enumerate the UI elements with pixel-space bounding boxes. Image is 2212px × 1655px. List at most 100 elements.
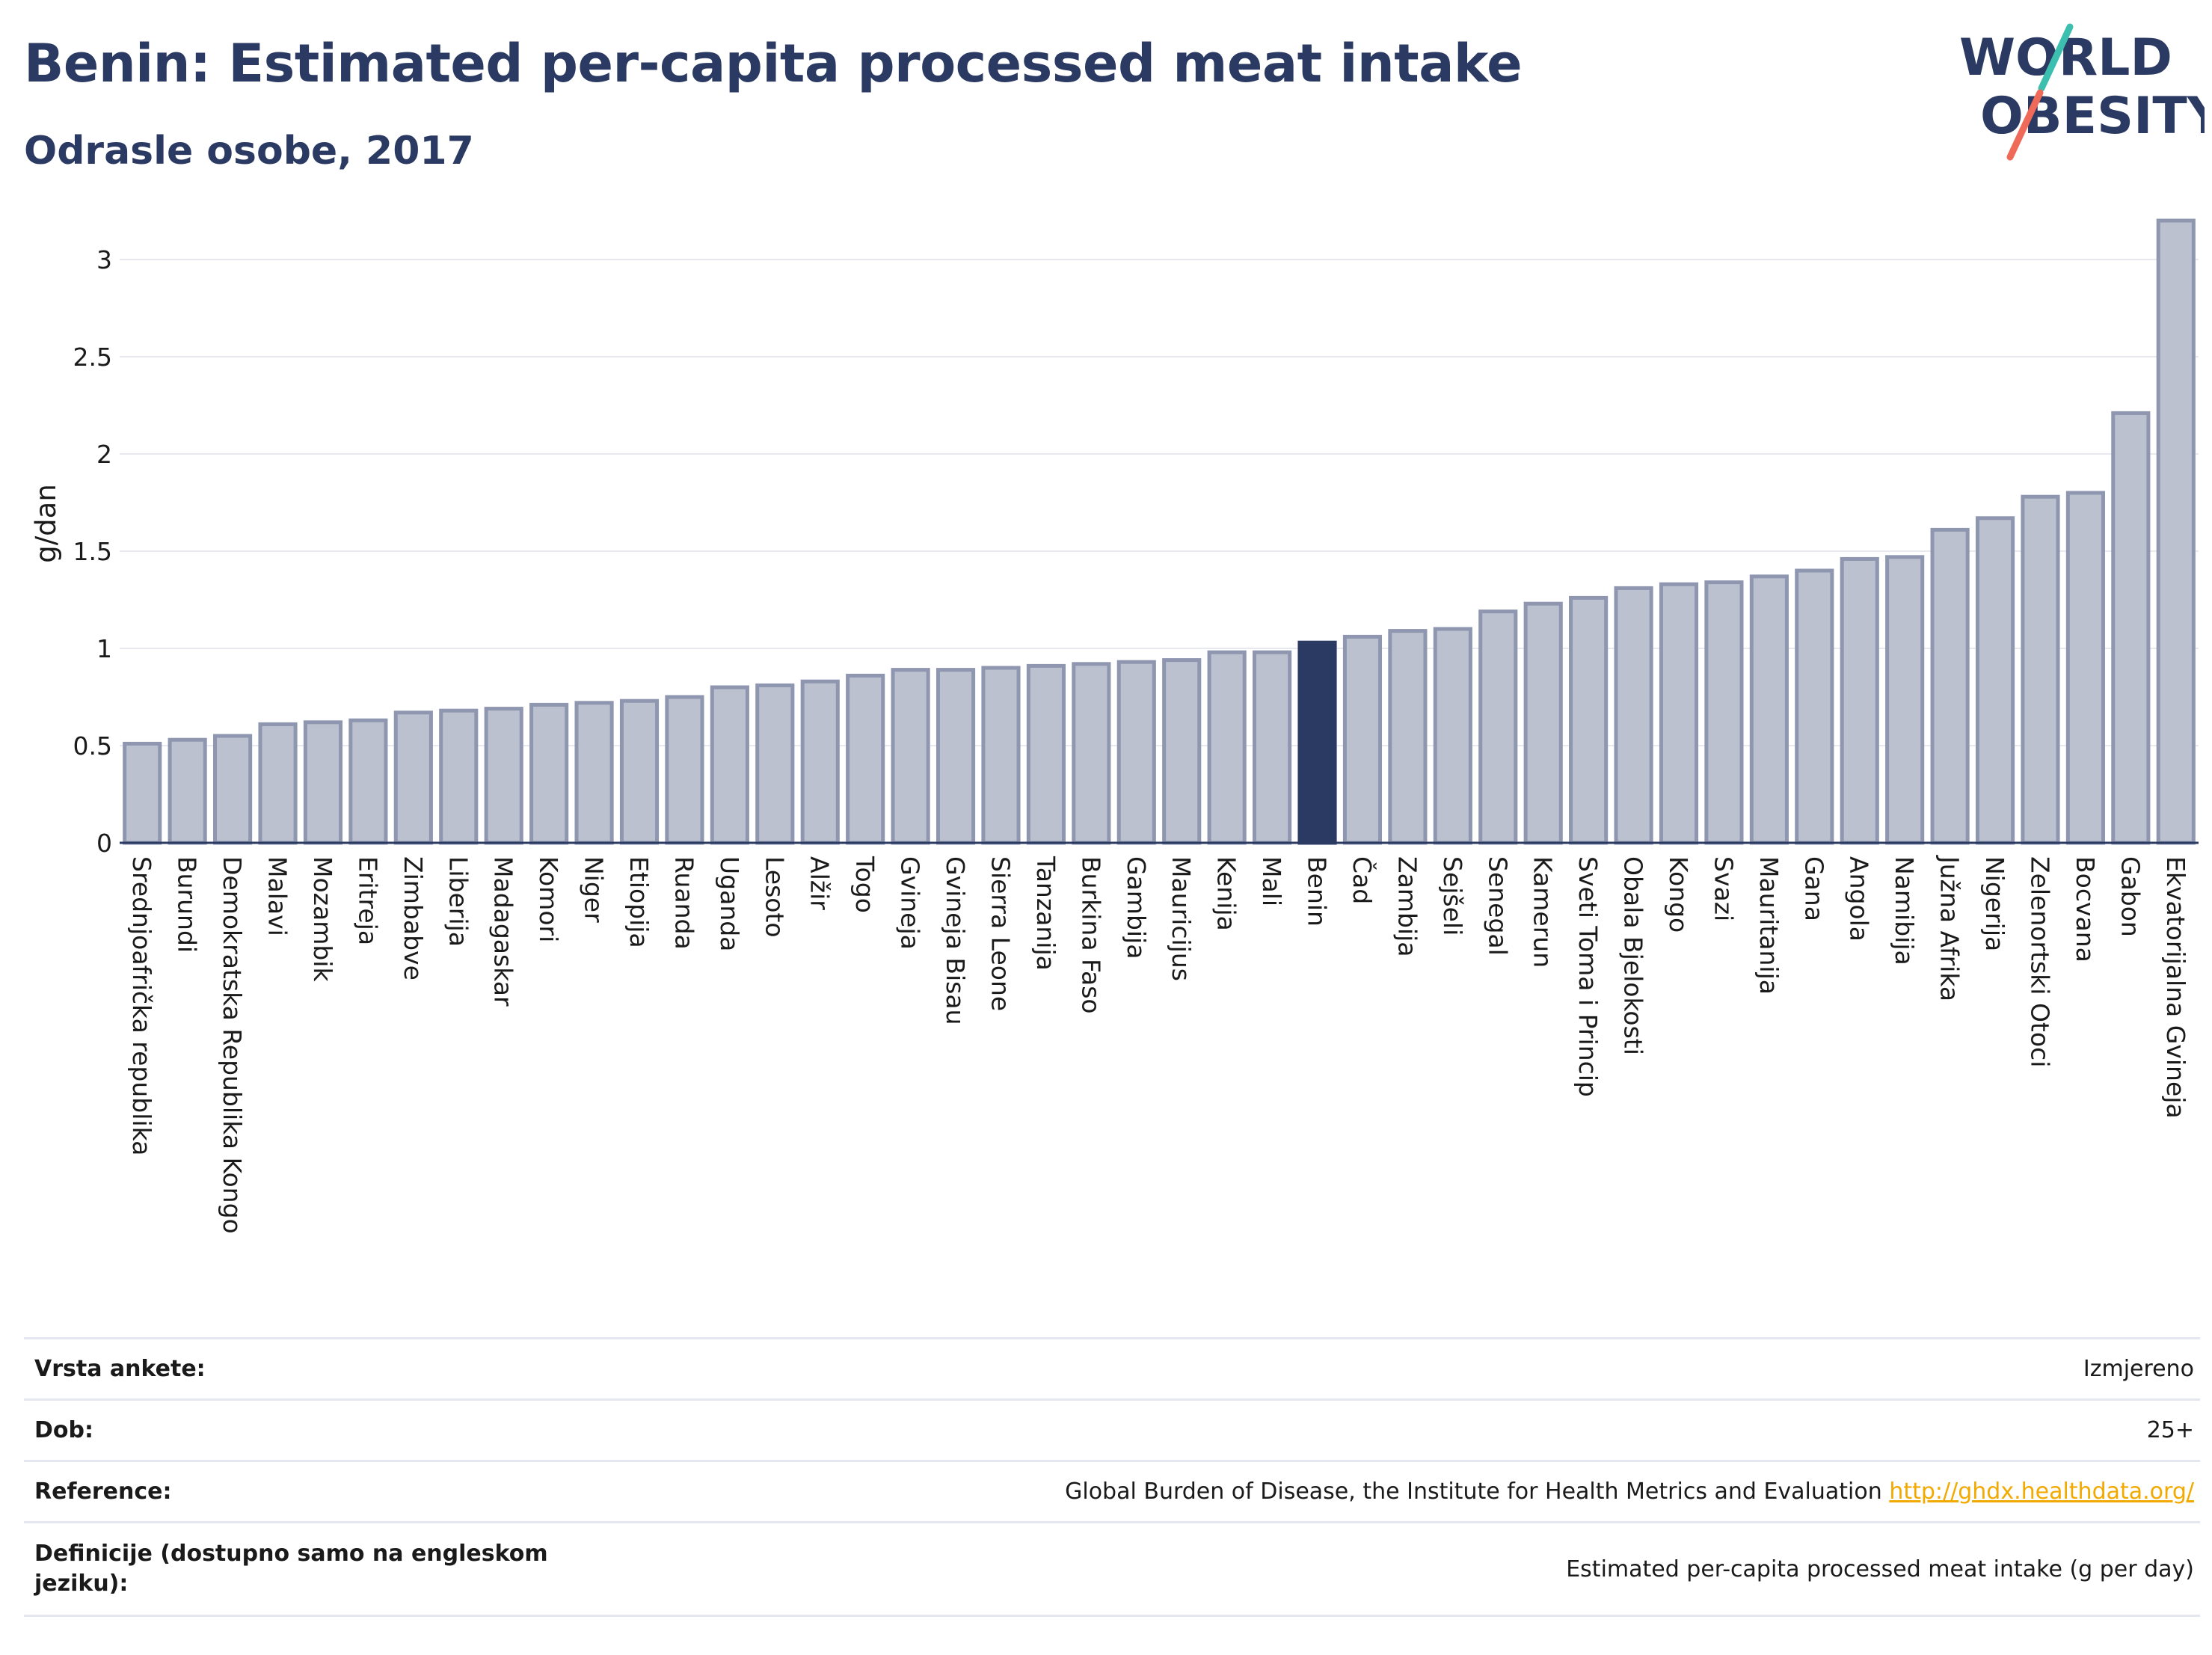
- x-tick-label: Namibija: [1890, 856, 1919, 965]
- bar-bocvana[interactable]: [2065, 491, 2105, 845]
- x-tick-label: Lesoto: [760, 856, 789, 938]
- bar-gvineja[interactable]: [891, 668, 930, 845]
- x-tick-label: Gana: [1799, 856, 1828, 921]
- bar-mauritanija[interactable]: [1749, 574, 1789, 845]
- world-obesity-logo[interactable]: WORLD OBESITY: [1958, 21, 2205, 163]
- x-tick-label: Bocvana: [2071, 856, 2100, 962]
- info-row: Vrsta ankete: Izmjereno: [24, 1337, 2200, 1398]
- y-ticks: 0 0.5 1 1.5 2 2.5 3: [73, 245, 112, 858]
- x-tick-label: Komori: [534, 856, 563, 942]
- x-tick-label: Tanzanija: [1031, 856, 1060, 971]
- x-tick-label: Obala Bjelokosti: [1619, 856, 1648, 1055]
- x-tick-label: Mauricijus: [1167, 856, 1196, 981]
- bar-kenija[interactable]: [1207, 650, 1247, 845]
- info-row: Reference: Global Burden of Disease, the …: [24, 1460, 2200, 1521]
- info-table: Vrsta ankete: Izmjereno Dob: 25+ Reference: G…: [24, 1337, 2200, 1617]
- bar-kamerun[interactable]: [1523, 601, 1563, 845]
- bar-burkina-faso[interactable]: [1072, 662, 1111, 845]
- bar-svazi[interactable]: [1704, 580, 1744, 845]
- x-tick-labels: Srednjoafrička republika Burundi Demokrats…: [127, 855, 2190, 1234]
- bar-angola[interactable]: [1840, 556, 1879, 845]
- x-tick-label: Sveti Toma i Princip: [1573, 856, 1603, 1097]
- bar-gambija[interactable]: [1116, 660, 1156, 845]
- x-tick-label: Togo: [850, 856, 879, 913]
- info-value: Global Burden of Disease, the Institute …: [1065, 1479, 2200, 1505]
- bar-nigerija[interactable]: [1975, 516, 2015, 845]
- bar-mozambik[interactable]: [303, 720, 343, 845]
- x-tick-label: Gabon: [2116, 856, 2145, 937]
- bar-gabon[interactable]: [2111, 411, 2151, 845]
- bar-obala-bjelokosti[interactable]: [1614, 586, 1653, 845]
- chart-subtitle: Odrasle osobe, 2017: [24, 129, 474, 174]
- info-value: 25+: [2147, 1417, 2200, 1443]
- x-tick-label: Sierra Leone: [986, 856, 1015, 1011]
- chart-title: Benin: Estimated per-capita processed me…: [24, 33, 1523, 94]
- bar-malavi[interactable]: [258, 722, 298, 845]
- x-tick-label: Zimbabve: [399, 856, 428, 980]
- bar-mali[interactable]: [1253, 650, 1292, 845]
- info-value: Izmjereno: [2083, 1356, 2200, 1382]
- bar-zimbabve[interactable]: [393, 710, 433, 845]
- x-tick-label: Uganda: [715, 856, 744, 951]
- x-tick-label: Burundi: [173, 856, 202, 953]
- bar-burundi[interactable]: [168, 737, 207, 845]
- x-tick-label: Kamerun: [1529, 856, 1558, 968]
- bar-al-ir[interactable]: [800, 679, 840, 845]
- bar-liberija[interactable]: [439, 708, 479, 845]
- bar-zelenortski-otoci[interactable]: [2021, 494, 2060, 845]
- x-tick-label: Gvineja Bisau: [941, 856, 970, 1025]
- bar-gvineja-bisau[interactable]: [936, 668, 976, 845]
- y-tick-label: 2.5: [73, 343, 112, 372]
- bar-ekvatorijalna-gvineja[interactable]: [2156, 218, 2196, 845]
- x-tick-label: Angola: [1845, 856, 1874, 942]
- bars: [123, 218, 2196, 845]
- bar-sej-eli[interactable]: [1433, 627, 1472, 845]
- bar-lesoto[interactable]: [755, 683, 795, 845]
- x-tick-label: Ruanda: [669, 856, 698, 950]
- bar-uganda[interactable]: [710, 685, 749, 845]
- bar-madagaskar[interactable]: [484, 707, 523, 845]
- bar-togo[interactable]: [846, 673, 885, 845]
- bar-etiopija[interactable]: [619, 698, 660, 845]
- y-axis-title: g/dan: [30, 484, 62, 563]
- info-value-text: Estimated per-capita processed meat inta…: [1566, 1556, 2194, 1582]
- y-tick-label: 2: [96, 440, 112, 469]
- bar--ad[interactable]: [1342, 634, 1383, 845]
- y-tick-label: 0: [96, 829, 112, 858]
- bar-demokratska-republika-kongo[interactable]: [213, 734, 253, 845]
- bar-namibija[interactable]: [1885, 555, 1925, 845]
- info-value: Estimated per-capita processed meat inta…: [1566, 1556, 2200, 1582]
- bar-benin[interactable]: [1297, 640, 1337, 845]
- info-row: Definicije (dostupno samo na engleskom j…: [24, 1521, 2200, 1617]
- info-label: Vrsta ankete:: [34, 1355, 206, 1382]
- x-tick-label: Ekvatorijalna Gvineja: [2161, 856, 2190, 1119]
- reference-link[interactable]: http://ghdx.healthdata.org/: [1889, 1479, 2194, 1505]
- bar-sveti-toma-i-princip[interactable]: [1569, 595, 1609, 845]
- x-tick-label: Gvineja: [896, 856, 925, 950]
- info-value-text: 25+: [2146, 1417, 2194, 1443]
- bar-srednjoafri-ka-republika[interactable]: [123, 741, 162, 845]
- y-tick-label: 3: [96, 245, 112, 274]
- bar-ruanda[interactable]: [665, 695, 704, 845]
- bar-gana[interactable]: [1795, 568, 1834, 845]
- x-tick-label: Zelenortski Otoci: [2025, 856, 2054, 1067]
- bar-kongo[interactable]: [1659, 582, 1699, 845]
- x-tick-label: Mozambik: [308, 856, 337, 982]
- x-tick-label: Kenija: [1212, 856, 1241, 931]
- bar-tanzanija[interactable]: [1026, 663, 1066, 845]
- bar-ju-na-afrika[interactable]: [1930, 527, 1970, 845]
- bar-senegal[interactable]: [1478, 610, 1518, 845]
- info-label: Definicije (dostupno samo na engleskom j…: [34, 1541, 548, 1597]
- bar-komori[interactable]: [529, 702, 569, 845]
- info-row: Dob: 25+: [24, 1398, 2200, 1460]
- x-tick-label: Južna Afrika: [1935, 855, 1964, 1001]
- y-tick-label: 1.5: [73, 537, 112, 566]
- bar-sierra-leone[interactable]: [981, 666, 1021, 845]
- x-tick-label: Svazi: [1709, 856, 1738, 921]
- bar-zambija[interactable]: [1388, 629, 1428, 845]
- bar-niger[interactable]: [574, 701, 614, 845]
- x-tick-label: Zambija: [1392, 856, 1422, 957]
- logo-slash-bottom: [2006, 89, 2044, 161]
- bar-mauricijus[interactable]: [1162, 658, 1202, 845]
- bar-eritreja[interactable]: [348, 718, 388, 845]
